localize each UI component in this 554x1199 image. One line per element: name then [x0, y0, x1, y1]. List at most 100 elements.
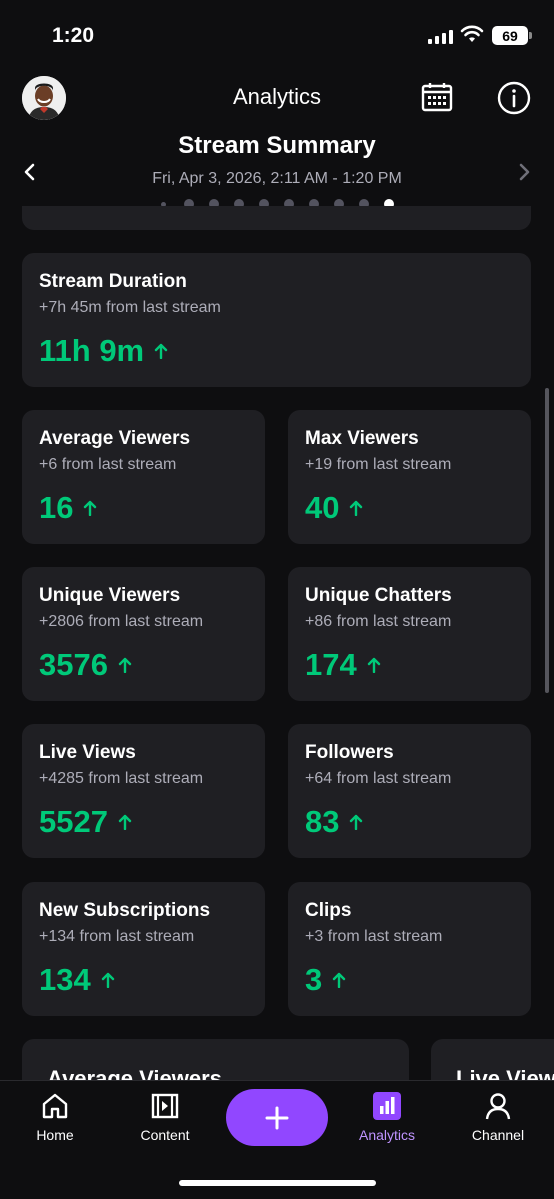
stat-card-new-subscriptions: New Subscriptions +134 from last stream … — [22, 882, 265, 1016]
tab-label: Analytics — [358, 1127, 416, 1143]
page-dot[interactable] — [359, 199, 369, 209]
stat-delta: +19 from last stream — [305, 456, 452, 473]
stat-card-clips: Clips +3 from last stream 3 — [288, 882, 531, 1016]
stat-value: 3 — [305, 962, 323, 997]
page-dot[interactable] — [309, 199, 319, 209]
stat-card-unique-viewers: Unique Viewers +2806 from last stream 35… — [22, 567, 265, 701]
page-dot[interactable] — [161, 201, 166, 207]
stat-delta: +86 from last stream — [305, 613, 452, 630]
chart-card-average-viewers[interactable]: Average Viewers — [22, 1039, 409, 1084]
person-icon — [485, 1093, 511, 1120]
stat-delta: +4285 from last stream — [39, 770, 204, 787]
arrow-up-icon — [84, 500, 97, 516]
stat-card-followers: Followers +64 from last stream 83 — [288, 724, 531, 858]
chart-card-title: Live Views — [456, 1066, 554, 1084]
stat-value: 3576 — [39, 647, 108, 682]
tab-label: Channel — [471, 1127, 525, 1143]
home-icon — [42, 1093, 68, 1119]
chart-card-title: Average Viewers — [47, 1066, 222, 1084]
arrow-up-icon — [350, 500, 363, 516]
status-bar: 1:20 69 — [0, 0, 554, 70]
tab-analytics[interactable]: Analytics — [342, 1091, 432, 1143]
stat-title: New Subscriptions — [39, 900, 211, 921]
summary-title: Stream Summary — [178, 132, 376, 159]
stat-value-row: 5527 — [39, 804, 132, 840]
stat-card-live-views: Live Views +4285 from last stream 5527 — [22, 724, 265, 858]
stat-value-row: 40 — [305, 490, 363, 526]
page-dot[interactable] — [234, 199, 244, 209]
tab-content[interactable]: Content — [120, 1091, 210, 1143]
app-header: Analytics — [0, 70, 554, 130]
stat-value: 40 — [305, 490, 340, 525]
page-dot-active[interactable] — [384, 199, 394, 209]
scrollbar[interactable] — [545, 388, 549, 693]
chevron-left-icon[interactable] — [20, 160, 40, 184]
page-dot[interactable] — [284, 199, 294, 209]
arrow-up-icon — [118, 657, 132, 673]
chevron-right-icon[interactable] — [514, 160, 534, 184]
stat-delta: +2806 from last stream — [39, 613, 204, 630]
stat-card-unique-chatters: Unique Chatters +86 from last stream 174 — [288, 567, 531, 701]
arrow-up-icon — [350, 814, 363, 830]
stat-value: 134 — [39, 962, 91, 997]
chart-card-live-views[interactable]: Live Views — [431, 1039, 554, 1084]
plus-icon — [265, 1106, 289, 1129]
stat-title: Stream Duration — [39, 271, 187, 292]
avatar-image — [22, 76, 66, 120]
stat-title: Average Viewers — [39, 428, 191, 449]
arrow-up-icon — [333, 972, 346, 988]
cellular-signal-icon — [428, 28, 453, 44]
tab-label: Content — [140, 1127, 190, 1143]
arrow-up-icon — [101, 972, 114, 988]
tab-channel[interactable]: Channel — [453, 1091, 543, 1143]
status-time: 1:20 — [52, 24, 95, 47]
stat-value: 174 — [305, 647, 357, 682]
stat-title: Max Viewers — [305, 428, 419, 449]
page-dot[interactable] — [259, 199, 269, 209]
stat-title: Unique Viewers — [39, 585, 181, 606]
summary-date-range: Fri, Apr 3, 2026, 2:11 AM - 1:20 PM — [152, 170, 402, 187]
stat-delta: +6 from last stream — [39, 456, 177, 473]
arrow-up-icon — [154, 343, 168, 359]
stat-delta: +7h 45m from last stream — [39, 299, 221, 316]
home-indicator — [179, 1180, 376, 1186]
previous-card-edge — [22, 206, 531, 230]
page-title: Analytics — [232, 84, 322, 109]
stat-title: Live Views — [39, 742, 136, 763]
stat-title: Followers — [305, 742, 394, 763]
tab-home[interactable]: Home — [10, 1091, 100, 1143]
stat-title: Unique Chatters — [305, 585, 452, 606]
stat-value: 16 — [39, 490, 74, 525]
stat-value-row: 16 — [39, 490, 97, 526]
bar-chart-icon — [373, 1092, 401, 1120]
stat-value-row: 174 — [305, 647, 381, 683]
calendar-icon[interactable] — [421, 82, 453, 112]
stat-card-average-viewers: Average Viewers +6 from last stream 16 — [22, 410, 265, 544]
stat-value: 5527 — [39, 804, 108, 839]
arrow-up-icon — [367, 657, 380, 673]
stat-value-row: 134 — [39, 962, 115, 998]
tab-bar: Home Content Analytics Channel — [0, 1080, 554, 1199]
create-button[interactable] — [226, 1089, 328, 1146]
wifi-icon — [460, 25, 484, 42]
page-dot[interactable] — [209, 199, 219, 209]
stat-value-row: 83 — [305, 804, 363, 840]
page-indicator[interactable] — [159, 199, 409, 209]
stat-card-max-viewers: Max Viewers +19 from last stream 40 — [288, 410, 531, 544]
info-icon[interactable] — [497, 81, 531, 115]
battery-icon: 69 — [492, 26, 532, 45]
avatar[interactable] — [22, 76, 66, 120]
tab-label: Home — [36, 1127, 74, 1143]
stat-delta: +64 from last stream — [305, 770, 452, 787]
stat-value: 11h 9m — [39, 333, 145, 368]
stat-delta: +134 from last stream — [39, 928, 195, 945]
stat-title: Clips — [305, 900, 352, 921]
stat-value-row: 3576 — [39, 647, 132, 683]
page-dot[interactable] — [184, 199, 194, 209]
film-icon — [151, 1093, 179, 1119]
stat-value-row: 3 — [305, 962, 346, 998]
stat-card-stream-duration: Stream Duration +7h 45m from last stream… — [22, 253, 531, 387]
stat-delta: +3 from last stream — [305, 928, 443, 945]
stat-value: 83 — [305, 804, 340, 839]
page-dot[interactable] — [334, 199, 344, 209]
